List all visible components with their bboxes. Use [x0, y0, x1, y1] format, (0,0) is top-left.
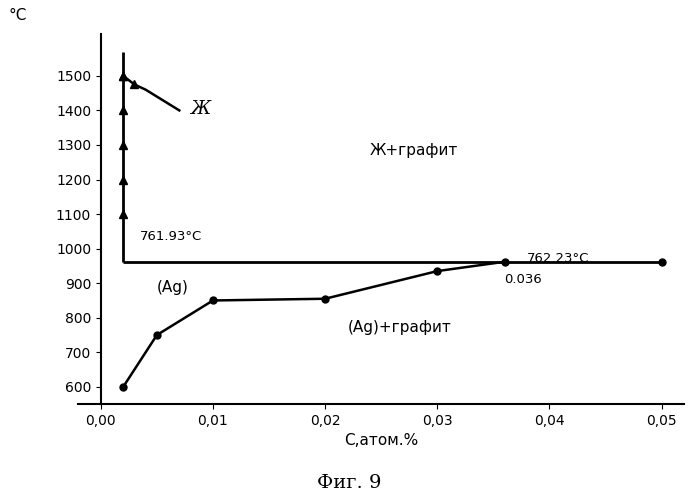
Text: (Ag)+графит: (Ag)+графит — [347, 319, 452, 335]
Text: 762.23°C: 762.23°C — [527, 252, 589, 265]
Text: Фиг. 9: Фиг. 9 — [317, 474, 382, 492]
Text: 0.036: 0.036 — [505, 273, 542, 286]
Text: (Ag): (Ag) — [157, 280, 189, 295]
Text: Ж: Ж — [191, 100, 211, 118]
X-axis label: С,атом.%: С,атом.% — [344, 433, 418, 449]
Text: 761.93°C: 761.93°C — [140, 230, 202, 244]
Y-axis label: °С: °С — [8, 8, 27, 23]
Text: Ж+графит: Ж+графит — [370, 143, 459, 158]
